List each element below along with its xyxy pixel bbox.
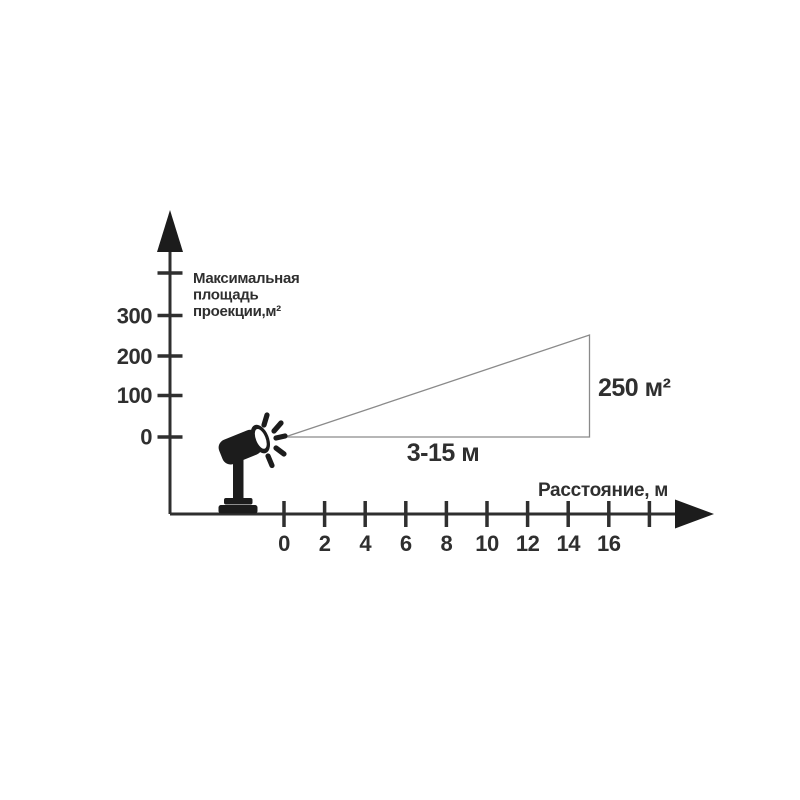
y-tick-label: 300: [117, 304, 152, 329]
projector-head: [218, 424, 270, 465]
x-tick-label: 0: [278, 531, 290, 556]
x-axis-arrow-icon: [675, 499, 714, 529]
x-tick-label: 12: [516, 531, 540, 556]
y-axis: 300 200 100 0 Максимальная площадь проек…: [117, 210, 300, 514]
beam-triangle: [284, 334, 591, 438]
y-axis-title-line: Максимальная: [193, 270, 299, 287]
x-tick-label: 14: [556, 531, 581, 556]
x-tick-label: 4: [359, 531, 372, 556]
y-axis-title-line: проекции,м²: [193, 303, 281, 320]
y-tick-label: 200: [117, 344, 152, 369]
x-tick-label: 6: [400, 531, 412, 556]
distance-range-label: 3-15 м: [407, 439, 479, 467]
y-axis-arrow-icon: [157, 210, 183, 252]
projector-icon: [218, 412, 288, 514]
y-axis-title: Максимальная площадь проекции,м²: [193, 270, 300, 320]
projector-base-bottom: [218, 505, 258, 514]
light-rays-icon: [261, 412, 288, 469]
x-axis-title: Расстояние, м: [538, 480, 668, 501]
x-axis: 0 2 4 6 8 10 12 14 16 Расстояние, м: [170, 480, 714, 556]
y-tick-label: 100: [117, 383, 152, 408]
projection-beam: [284, 334, 591, 438]
projector-lens: [254, 428, 267, 449]
y-axis-title-line: площадь: [193, 287, 258, 304]
x-tick-label: 10: [475, 531, 499, 556]
projector-base-top: [224, 498, 253, 505]
x-tick-label: 16: [597, 531, 621, 556]
x-tick-label: 8: [441, 531, 453, 556]
x-tick-label: 2: [319, 531, 331, 556]
projector-stem: [233, 448, 244, 502]
y-tick-label: 0: [140, 425, 152, 450]
max-area-label: 250 м²: [598, 374, 671, 402]
